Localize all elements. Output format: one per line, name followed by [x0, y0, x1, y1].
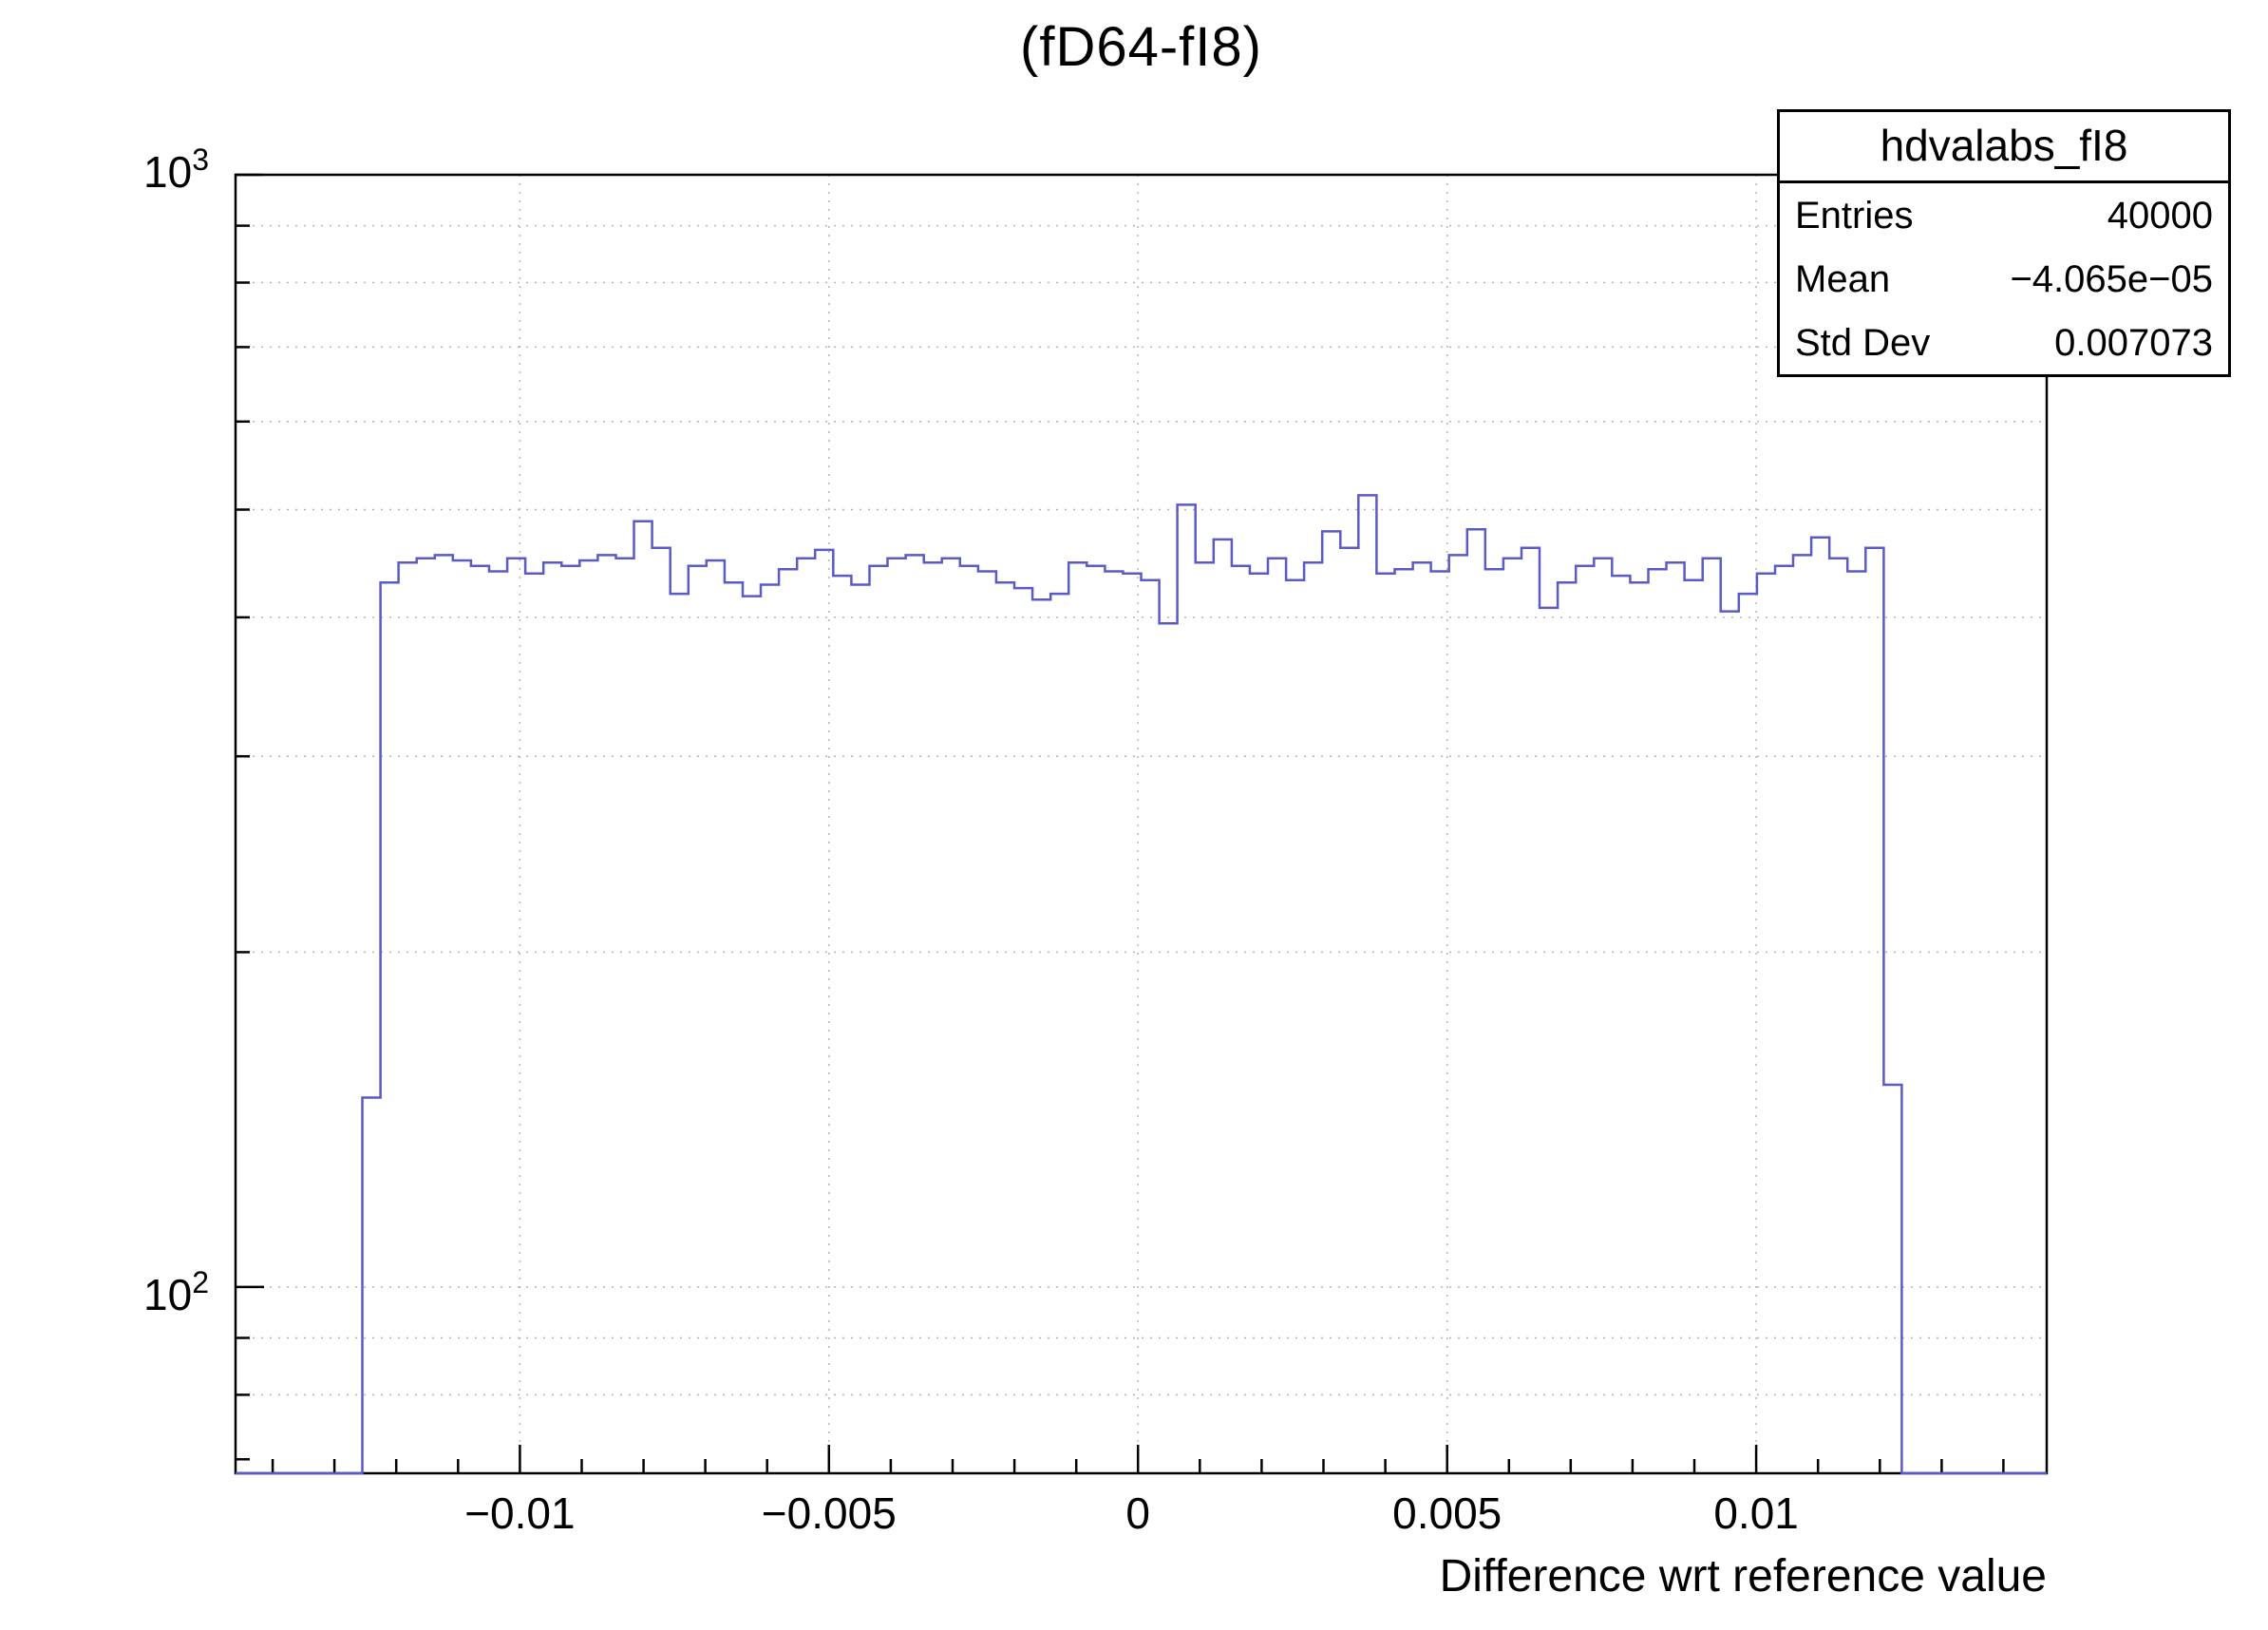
stats-value: 0.007073: [2054, 322, 2213, 364]
plot-frame: [234, 173, 2049, 1475]
stats-box-title: hdvalabs_fI8: [1780, 112, 2228, 183]
x-tick-label: 0.01: [1713, 1488, 1799, 1538]
stats-row-mean: Mean −4.065e−05: [1780, 247, 2228, 311]
chart-title: (fD64-fI8): [1020, 16, 1262, 78]
stats-box: hdvalabs_fI8 Entries 40000 Mean −4.065e−…: [1777, 109, 2231, 377]
y-axis-tick-label-1e2: 102: [143, 1265, 209, 1319]
stats-label: Entries: [1795, 195, 1914, 237]
gridlines: [236, 175, 2047, 1473]
axis-ticks: [236, 173, 2005, 1473]
x-tick-label: 0: [1125, 1488, 1150, 1538]
x-tick-label: 0.005: [1392, 1488, 1502, 1538]
x-tick-label: −0.005: [762, 1488, 897, 1538]
x-axis-title: Difference wrt reference value: [1439, 1551, 2047, 1602]
stats-label: Std Dev: [1795, 322, 1931, 364]
x-tick-labels: −0.01 −0.005 0 0.005 0.01: [464, 1488, 1799, 1538]
histogram-line: [236, 494, 2047, 1475]
stats-row-stddev: Std Dev 0.007073: [1780, 311, 2228, 374]
x-tick-label: −0.01: [464, 1488, 575, 1538]
stats-row-entries: Entries 40000: [1780, 183, 2228, 247]
y-axis-tick-label-1e3: 103: [143, 142, 209, 197]
stats-value: 40000: [2107, 195, 2213, 237]
stats-value: −4.065e−05: [2010, 258, 2213, 300]
stats-label: Mean: [1795, 258, 1891, 300]
